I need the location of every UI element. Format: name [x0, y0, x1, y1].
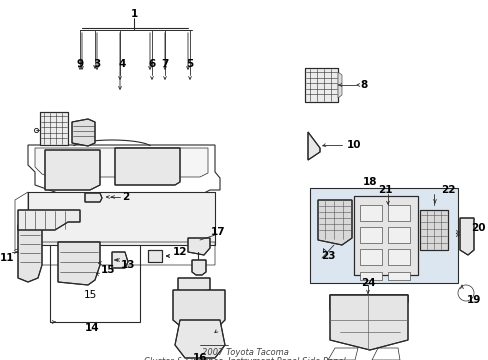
Bar	[387, 227, 409, 243]
Text: 20: 20	[470, 223, 484, 233]
Text: 23: 23	[320, 251, 335, 261]
Text: 14: 14	[84, 323, 99, 333]
Text: 8: 8	[360, 80, 367, 90]
Polygon shape	[459, 218, 473, 255]
Bar	[387, 249, 409, 265]
Bar	[359, 249, 381, 265]
Text: 2007 Toyota Tacoma: 2007 Toyota Tacoma	[201, 348, 288, 357]
Text: 18: 18	[362, 177, 376, 187]
Text: 24: 24	[360, 278, 375, 288]
Bar	[359, 227, 381, 243]
Text: 13: 13	[121, 260, 135, 270]
Polygon shape	[317, 200, 351, 245]
Text: 4: 4	[118, 59, 125, 69]
Text: 6: 6	[148, 59, 155, 69]
Polygon shape	[329, 295, 407, 350]
Polygon shape	[18, 210, 80, 230]
Polygon shape	[192, 260, 205, 275]
Bar	[359, 272, 381, 280]
Bar	[50, 232, 140, 322]
Bar	[387, 272, 409, 280]
Text: 12: 12	[172, 247, 187, 257]
Text: 11: 11	[0, 253, 14, 263]
Text: 19: 19	[466, 295, 480, 305]
Polygon shape	[187, 238, 209, 255]
Text: 15: 15	[83, 290, 97, 300]
Bar	[387, 205, 409, 221]
Polygon shape	[58, 242, 100, 285]
Text: 5: 5	[186, 59, 193, 69]
Polygon shape	[40, 112, 68, 145]
Text: 7: 7	[161, 59, 168, 69]
Text: Cluster & Switches, Instrument Panel Side Panel: Cluster & Switches, Instrument Panel Sid…	[144, 357, 345, 360]
Text: 1: 1	[130, 9, 137, 19]
Bar	[359, 205, 381, 221]
Text: 16: 16	[192, 353, 207, 360]
Polygon shape	[45, 150, 100, 190]
Polygon shape	[175, 320, 224, 358]
Polygon shape	[305, 68, 337, 102]
Text: 17: 17	[210, 227, 225, 237]
Polygon shape	[148, 250, 162, 262]
Text: 22: 22	[440, 185, 454, 195]
Text: 15: 15	[101, 265, 115, 275]
Polygon shape	[72, 119, 95, 146]
Polygon shape	[178, 278, 209, 293]
Polygon shape	[112, 252, 128, 268]
Polygon shape	[419, 210, 447, 250]
Polygon shape	[28, 192, 215, 245]
Text: 9: 9	[76, 59, 83, 69]
Bar	[309, 188, 457, 283]
Polygon shape	[115, 148, 180, 185]
Polygon shape	[337, 72, 341, 98]
Polygon shape	[307, 132, 319, 160]
Text: 10: 10	[346, 140, 361, 150]
Text: 2: 2	[122, 192, 129, 202]
Polygon shape	[35, 148, 207, 177]
Polygon shape	[353, 196, 417, 275]
Text: 21: 21	[377, 185, 391, 195]
Polygon shape	[329, 295, 407, 315]
Polygon shape	[18, 225, 42, 282]
Polygon shape	[173, 290, 224, 333]
Polygon shape	[85, 193, 102, 202]
Text: 3: 3	[93, 59, 101, 69]
